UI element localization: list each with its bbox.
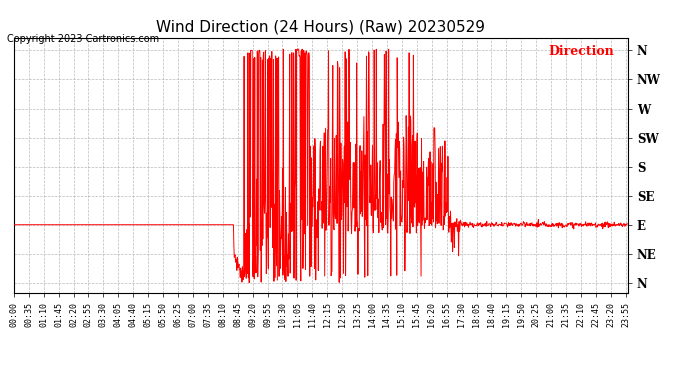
Text: Copyright 2023 Cartronics.com: Copyright 2023 Cartronics.com <box>7 34 159 44</box>
Title: Wind Direction (24 Hours) (Raw) 20230529: Wind Direction (24 Hours) (Raw) 20230529 <box>157 20 485 35</box>
Text: Direction: Direction <box>548 45 614 58</box>
